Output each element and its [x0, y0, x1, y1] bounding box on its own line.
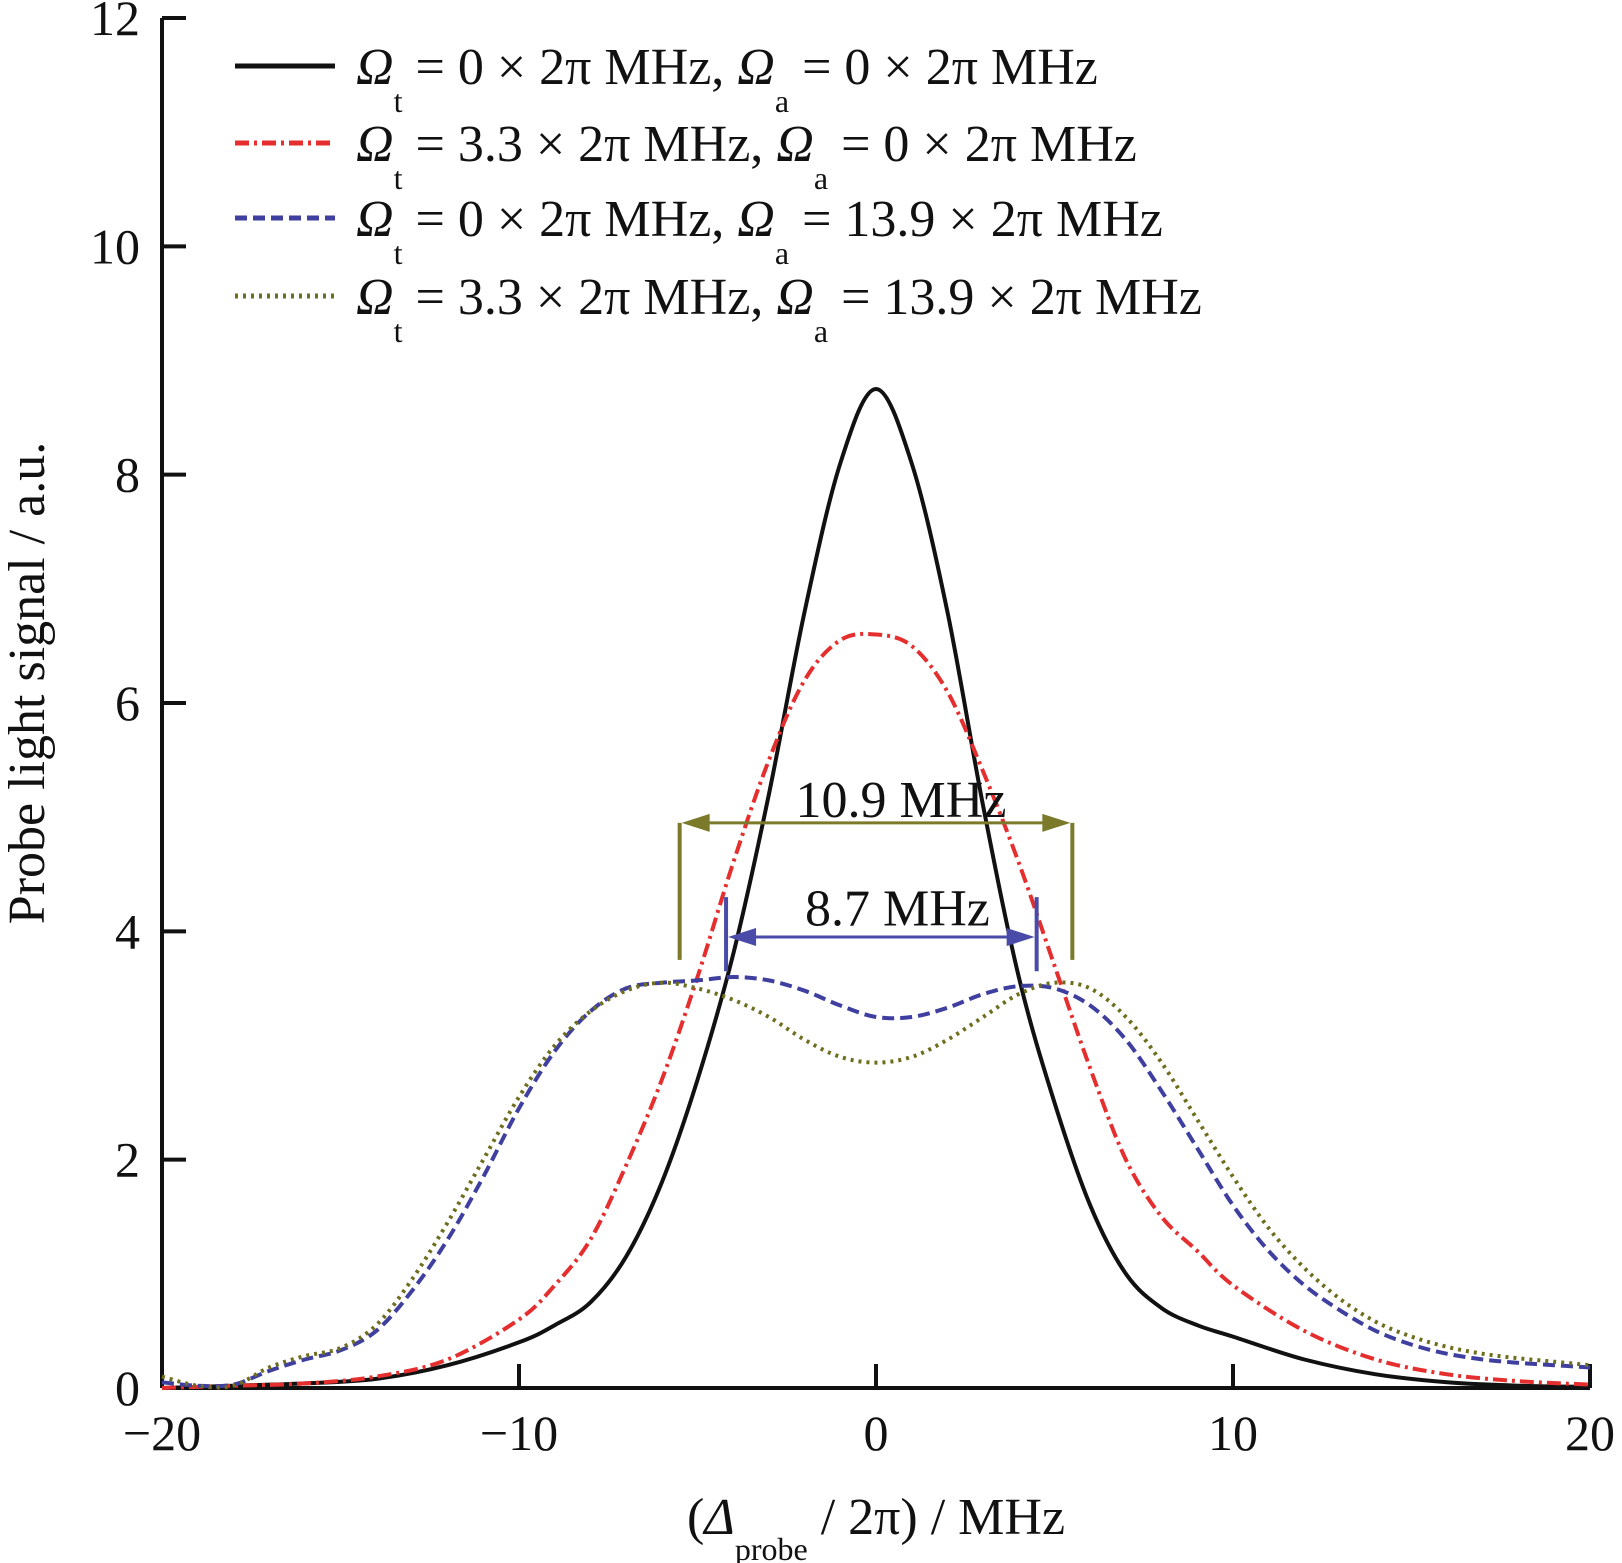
series-line-2: [161, 631, 1591, 1390]
y-tick-label: 4: [115, 903, 140, 959]
x-axis-title: (Δprobe / 2π) / MHz: [687, 1489, 1065, 1563]
annotation-label: 10.9 MHz: [796, 772, 1007, 829]
axes: 0 2 4 6 8 10 12 −20 −10 0 10 20: [90, 0, 1615, 1461]
x-tick-label: 10: [1208, 1405, 1258, 1461]
x-tick-label: −10: [480, 1405, 558, 1461]
arrow-left: [681, 813, 710, 832]
legend-entry-2: Ωt = 3.3 × 2π MHz, Ωa = 0 × 2π MHz: [235, 116, 1137, 196]
y-tick-label: 2: [115, 1132, 140, 1188]
x-tick-label: 0: [864, 1405, 889, 1461]
legend-entry-4: Ωt = 3.3 × 2π MHz, Ωa = 13.9 × 2π MHz: [235, 269, 1202, 349]
x-tick-label: −20: [123, 1405, 201, 1461]
series-line-4: [161, 980, 1591, 1390]
arrow-left: [728, 928, 757, 947]
annotation-layer: 10.9 MHz 8.7 MHz: [677, 772, 1075, 972]
width-annotation-2: 8.7 MHz: [724, 881, 1039, 972]
x-tick-label: 20: [1565, 1405, 1615, 1461]
width-annotation-1: 10.9 MHz: [677, 772, 1075, 960]
axis-titles: Probe light signal / a.u. (Δprobe / 2π) /…: [0, 442, 1065, 1563]
annotation-label: 8.7 MHz: [805, 881, 990, 938]
series-line-1: [161, 387, 1591, 1390]
arrow-right: [1042, 813, 1071, 832]
legend-label: Ωt = 0 × 2π MHz, Ωa = 13.9 × 2π MHz: [356, 191, 1163, 271]
legend-label: Ωt = 3.3 × 2π MHz, Ωa = 0 × 2π MHz: [356, 116, 1137, 196]
series-layer: [161, 387, 1591, 1390]
y-tick-label: 12: [90, 0, 140, 46]
series-line-3: [161, 975, 1591, 1389]
y-tick-label: 6: [115, 675, 140, 731]
legend-entry-1: Ωt = 0 × 2π MHz, Ωa = 0 × 2π MHz: [235, 39, 1098, 119]
y-axis-title: Probe light signal / a.u.: [0, 442, 56, 924]
y-tick-label: 10: [90, 218, 140, 274]
legend-label: Ωt = 0 × 2π MHz, Ωa = 0 × 2π MHz: [356, 39, 1098, 119]
y-tick-label: 8: [115, 447, 140, 503]
arrow-right: [1006, 928, 1035, 947]
legend-entry-3: Ωt = 0 × 2π MHz, Ωa = 13.9 × 2π MHz: [235, 191, 1163, 271]
legend-label: Ωt = 3.3 × 2π MHz, Ωa = 13.9 × 2π MHz: [356, 269, 1202, 349]
y-tick-label: 0: [115, 1360, 140, 1416]
